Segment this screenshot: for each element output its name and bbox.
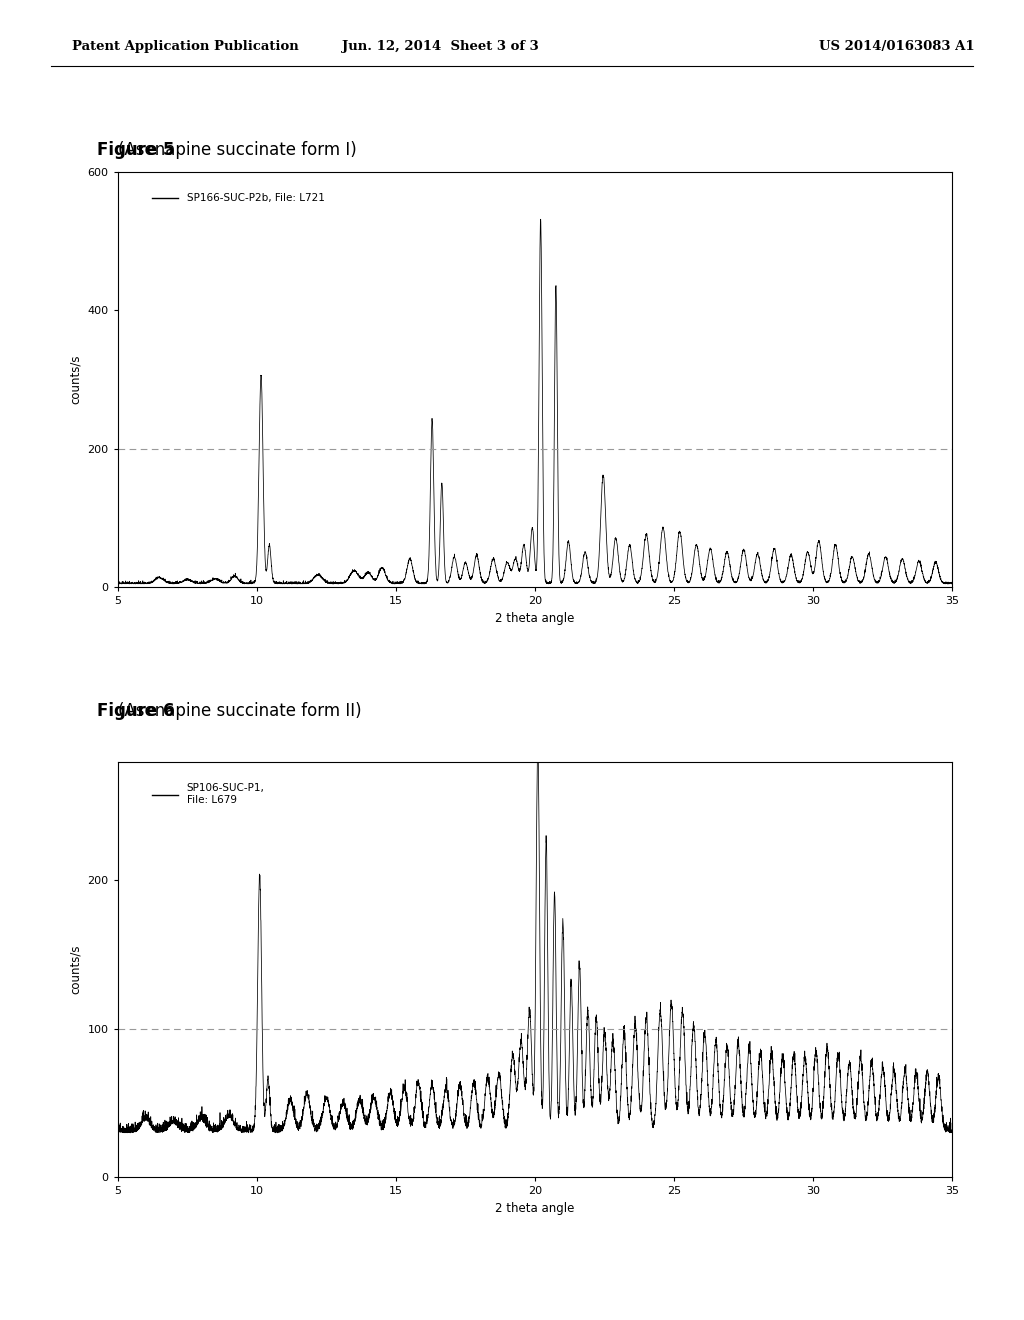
Y-axis label: counts/s: counts/s (69, 355, 82, 404)
Text: Patent Application Publication: Patent Application Publication (72, 40, 298, 53)
Legend: SP166-SUC-P2b, File: L721: SP166-SUC-P2b, File: L721 (148, 189, 329, 207)
Text: (Asenapine succinate form I): (Asenapine succinate form I) (97, 141, 357, 160)
X-axis label: 2 theta angle: 2 theta angle (496, 1203, 574, 1214)
Text: Figure 5: Figure 5 (97, 141, 175, 160)
X-axis label: 2 theta angle: 2 theta angle (496, 612, 574, 624)
Legend: SP106-SUC-P1,
File: L679: SP106-SUC-P1, File: L679 (148, 779, 268, 809)
Text: Jun. 12, 2014  Sheet 3 of 3: Jun. 12, 2014 Sheet 3 of 3 (342, 40, 539, 53)
Text: Figure 6: Figure 6 (97, 702, 175, 721)
Text: (Asenapine succinate form II): (Asenapine succinate form II) (97, 702, 361, 721)
Y-axis label: counts/s: counts/s (69, 945, 82, 994)
Text: US 2014/0163083 A1: US 2014/0163083 A1 (819, 40, 975, 53)
